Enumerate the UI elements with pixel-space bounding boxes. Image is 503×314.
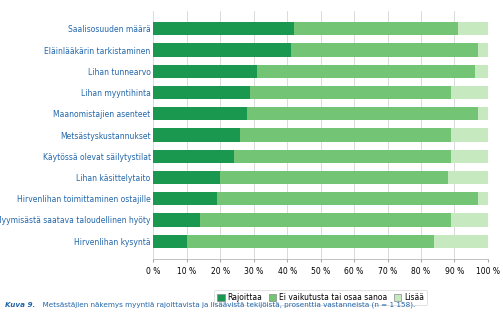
Bar	[153, 65, 257, 78]
Bar	[153, 214, 200, 226]
Bar	[200, 214, 451, 226]
Bar	[153, 150, 234, 163]
Text: Kuva 9.: Kuva 9.	[5, 302, 35, 308]
Bar	[240, 128, 451, 142]
Bar	[478, 44, 488, 57]
Legend: Rajoittaa, Ei vaikutusta tai osaa sanoa, Lisää: Rajoittaa, Ei vaikutusta tai osaa sanoa,…	[214, 290, 428, 305]
Bar	[448, 171, 488, 184]
Bar	[153, 171, 220, 184]
Bar	[153, 22, 294, 35]
Bar	[451, 214, 488, 226]
Bar	[451, 86, 488, 99]
Bar	[474, 65, 488, 78]
Bar	[153, 192, 217, 205]
Bar	[234, 150, 451, 163]
Bar	[187, 235, 435, 248]
Bar	[250, 86, 451, 99]
Bar	[478, 107, 488, 120]
Bar	[153, 128, 240, 142]
Bar	[153, 235, 187, 248]
Bar	[153, 86, 250, 99]
Text: Metsästäjien näkemys myyntiä rajoittavista ja lisäävistä tekijöistä, prosenttia : Metsästäjien näkemys myyntiä rajoittavis…	[38, 301, 415, 308]
Bar	[451, 150, 488, 163]
Bar	[478, 192, 488, 205]
Bar	[247, 107, 478, 120]
Bar	[291, 44, 478, 57]
Bar	[153, 107, 247, 120]
Bar	[220, 171, 448, 184]
Bar	[458, 22, 488, 35]
Bar	[435, 235, 488, 248]
Bar	[294, 22, 458, 35]
Bar	[451, 128, 488, 142]
Bar	[153, 44, 291, 57]
Bar	[217, 192, 478, 205]
Bar	[257, 65, 474, 78]
